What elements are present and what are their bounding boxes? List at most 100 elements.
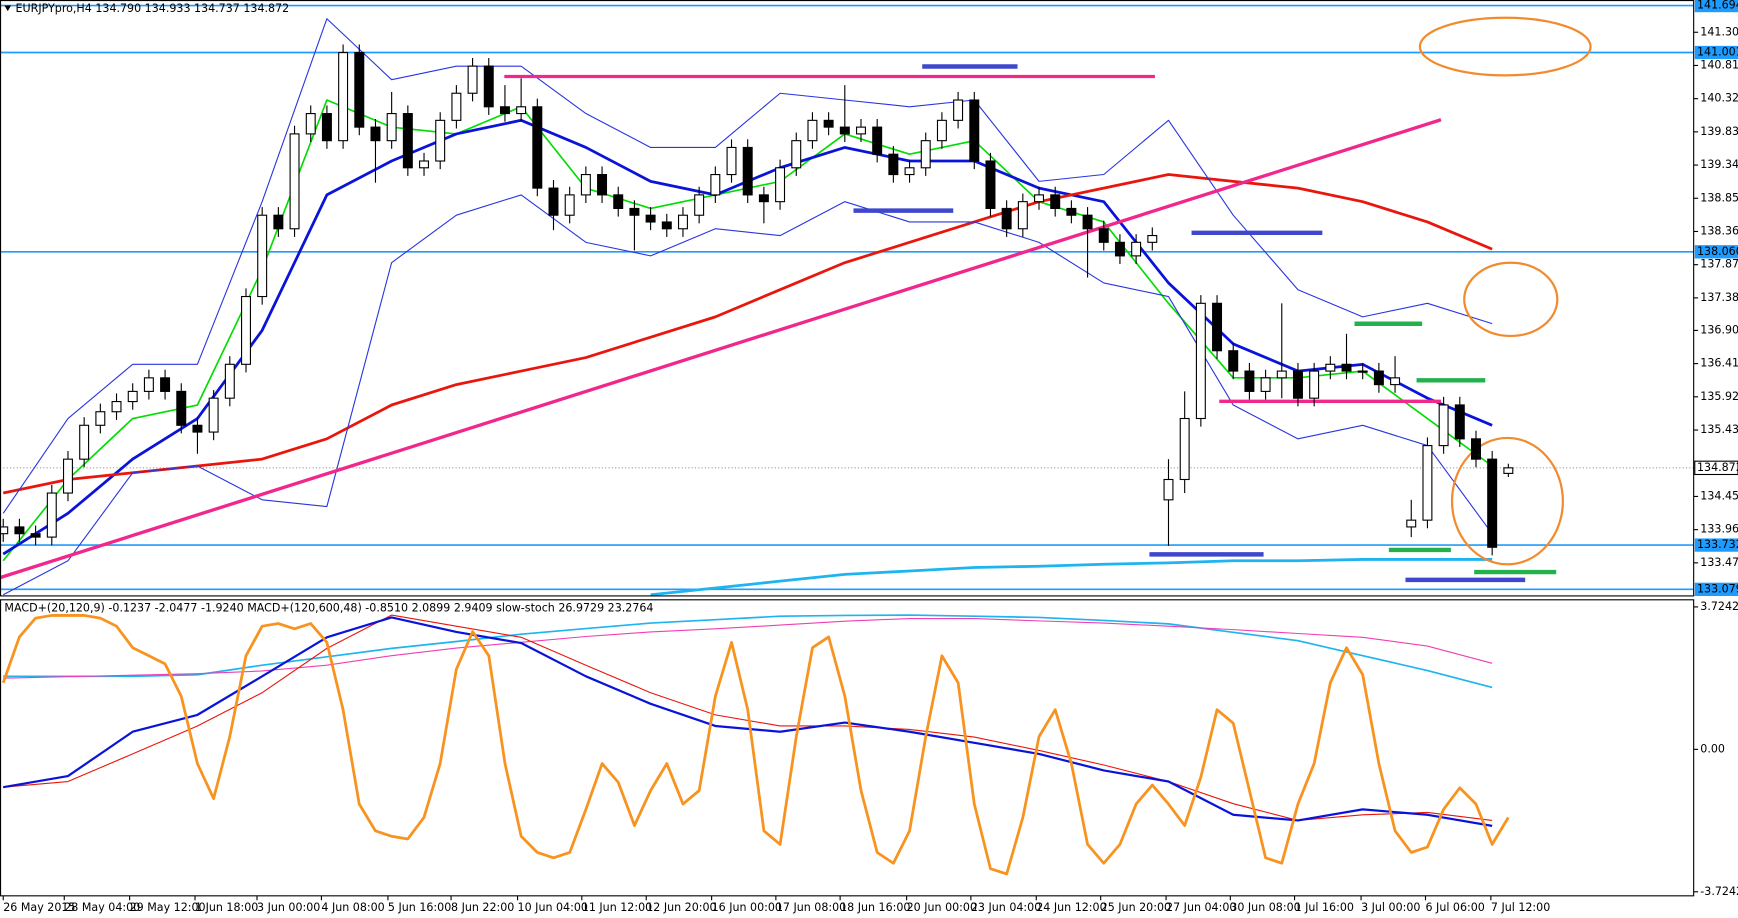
candle-body <box>856 126 866 135</box>
candle-body <box>985 160 996 209</box>
candle-body <box>1098 228 1109 243</box>
candle-body <box>888 153 899 176</box>
candle-body <box>694 194 705 216</box>
candle-body <box>1325 363 1336 372</box>
candle-body <box>629 207 640 216</box>
candle-body <box>613 194 624 209</box>
candle-body <box>1163 478 1174 501</box>
candle-body <box>1195 302 1206 420</box>
level-label-bg <box>1694 0 1738 13</box>
level-label-bg <box>1694 582 1738 596</box>
candle-body <box>338 52 349 142</box>
candle-body <box>969 99 980 162</box>
x-tick-label: 25 Jun 20:00 <box>1101 901 1171 914</box>
y-tick-label: 136.900 <box>1700 323 1738 336</box>
candle-body <box>467 65 478 94</box>
x-tick-label: 1 Jul 16:00 <box>1295 901 1354 914</box>
x-tick-label: 16 Jun 00:00 <box>712 901 782 914</box>
candle-body <box>839 126 850 135</box>
level-label: 133.079 <box>1697 582 1738 595</box>
y-tick-label: 134.450 <box>1700 489 1738 502</box>
y-tick-label: 135.430 <box>1700 423 1738 436</box>
y-tick-label: 137.380 <box>1700 291 1738 304</box>
candle-body <box>419 160 430 169</box>
highlight-ellipse <box>1418 16 1592 77</box>
candle-body <box>224 363 235 399</box>
indicator-line <box>2 18 1493 514</box>
y-tick-label: 133.960 <box>1700 523 1738 536</box>
candle-body <box>208 397 219 433</box>
x-tick-label: 8 Jun 22:00 <box>451 901 514 914</box>
candle-body <box>273 214 284 230</box>
candle-body <box>46 492 57 538</box>
drawings <box>0 16 1592 583</box>
candle-body <box>791 140 802 169</box>
indicator-line <box>2 194 1493 596</box>
low: 134.737 <box>194 2 240 15</box>
candle-body <box>532 106 543 189</box>
y-tick-label: 139.830 <box>1700 125 1738 138</box>
y-tick-label: 3.7242 <box>1700 600 1738 613</box>
candle-body <box>0 526 9 535</box>
candle-body <box>1503 467 1514 474</box>
stochastic-line <box>1 614 1510 876</box>
x-tick-label: 10 Jun 04:00 <box>518 901 588 914</box>
x-tick-label: 11 Jun 12:00 <box>582 901 652 914</box>
y-tick-label: 140.320 <box>1700 92 1738 105</box>
level-label-bg <box>1694 245 1738 259</box>
candle-body <box>62 458 73 494</box>
candle-body <box>1147 234 1158 243</box>
x-tick-label: 4 Jun 08:00 <box>321 901 384 914</box>
x-tick-label: 17 Jun 08:00 <box>776 901 846 914</box>
x-tick-label: 26 May 2015 <box>3 901 75 914</box>
candle-body <box>1341 363 1352 372</box>
candle-body <box>775 167 786 203</box>
candle-body <box>435 119 446 162</box>
candle-body <box>1244 370 1255 392</box>
candle-body <box>726 146 737 176</box>
candle-body <box>1017 201 1028 230</box>
high: 134.933 <box>145 2 191 15</box>
level-label: 138.060 <box>1697 245 1738 258</box>
x-tick-label: 6 Jul 06:00 <box>1425 901 1484 914</box>
macd-line <box>3 614 1493 689</box>
x-tick-label: 27 Jun 04:00 <box>1166 901 1236 914</box>
y-tick-label: 133.470 <box>1700 556 1738 569</box>
candle-body <box>1357 370 1368 373</box>
highlight-ellipse <box>1450 436 1564 566</box>
candle-body <box>1066 207 1077 216</box>
candle-body <box>160 377 171 392</box>
candle-body <box>1114 241 1125 257</box>
candle-body <box>661 221 672 230</box>
y-tick-label: 140.810 <box>1700 58 1738 71</box>
candle-body <box>1454 404 1465 440</box>
y-tick-label: 138.850 <box>1700 191 1738 204</box>
candle-body <box>516 106 527 115</box>
candle-body <box>1373 370 1384 386</box>
level-label: 141.694 <box>1697 0 1738 12</box>
y-tick-label: 137.870 <box>1700 258 1738 271</box>
candle-body <box>742 146 753 196</box>
macd-line <box>3 617 1493 679</box>
x-tick-label: 3 Jul 00:00 <box>1361 901 1420 914</box>
candle-body <box>710 174 721 196</box>
level-label: 141.001 <box>1697 46 1738 59</box>
candle-body <box>807 119 818 142</box>
candle-body <box>241 295 251 365</box>
indicator-header: MACD+(20,120,9) -0.1237 -2.0477 -1.9240 … <box>4 602 653 615</box>
candle-body <box>1390 377 1401 386</box>
x-tick-label: 28 May 04:00 <box>64 901 140 914</box>
x-tick-label: 24 Jun 12:00 <box>1036 901 1106 914</box>
candle-body <box>1422 445 1433 521</box>
candle-body <box>1034 194 1045 203</box>
y-tick-label: 135.920 <box>1700 390 1738 403</box>
candle-body <box>904 167 915 176</box>
x-tick-label: 29 May 12:00 <box>130 901 206 914</box>
indicator-line <box>650 558 1493 597</box>
menu-icon[interactable] <box>4 5 12 12</box>
candle-body <box>1406 519 1417 528</box>
macd-line <box>3 614 1493 821</box>
y-tick-label: 139.340 <box>1700 158 1738 171</box>
candle-body <box>499 106 510 115</box>
